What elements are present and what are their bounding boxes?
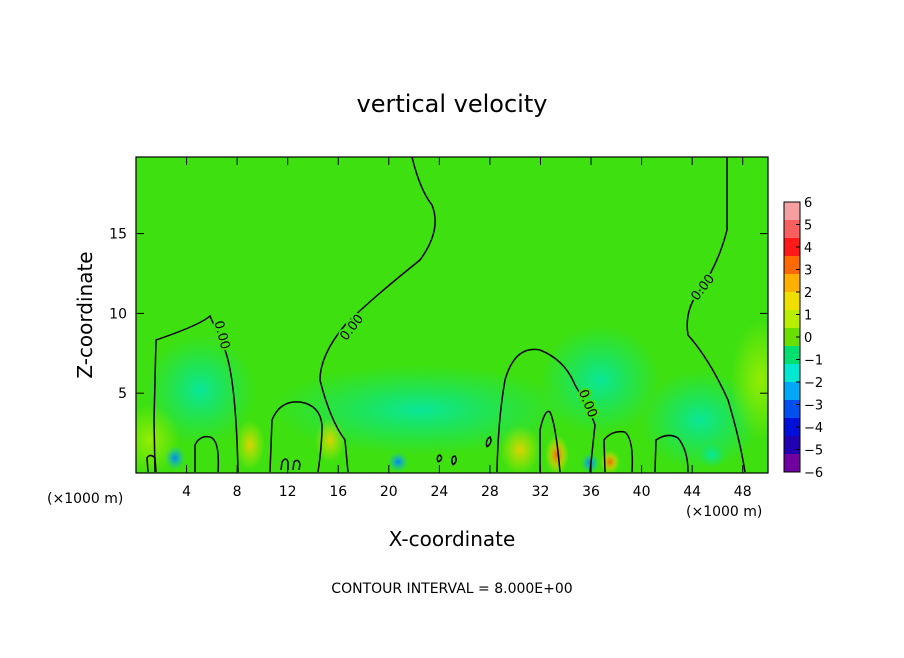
x-tick-label: 28 bbox=[481, 484, 499, 500]
x-tick-label: 44 bbox=[683, 484, 701, 500]
x-axis: 4 8 12 16 20 24 28 32 36 40 44 48 bbox=[182, 157, 752, 500]
colorbar-swatch bbox=[784, 436, 800, 455]
colorbar: 6 5 4 3 2 1 0 −1 −2 −3 −4 −5 −6 bbox=[783, 196, 823, 481]
colorbar-tick-label: −5 bbox=[804, 444, 823, 459]
colorbar-tick-label: −6 bbox=[804, 466, 823, 481]
colorbar-swatch bbox=[784, 220, 800, 239]
colorbar-swatch bbox=[784, 256, 800, 275]
y-tick-label: 5 bbox=[118, 386, 127, 402]
colorbar-swatch bbox=[784, 364, 800, 383]
colorbar-swatch bbox=[784, 292, 800, 311]
colorbar-swatch bbox=[784, 310, 800, 329]
colorbar-swatch bbox=[784, 400, 800, 419]
x-tick-label: 40 bbox=[633, 484, 651, 500]
colorbar-swatch bbox=[784, 238, 800, 257]
colorbar-tick-label: 4 bbox=[804, 241, 812, 256]
x-tick-label: 8 bbox=[233, 484, 242, 500]
colorbar-tick-label: 3 bbox=[804, 264, 812, 279]
chart-title: vertical velocity bbox=[357, 90, 548, 118]
x-tick-label: 48 bbox=[734, 484, 752, 500]
x-tick-label: 32 bbox=[532, 484, 550, 500]
x-tick-label: 12 bbox=[279, 484, 297, 500]
colorbar-tick-label: 2 bbox=[804, 286, 812, 301]
colorbar-tick-label: 0 bbox=[804, 331, 812, 346]
x-tick-label: 24 bbox=[430, 484, 448, 500]
colorbar-tick-label: 6 bbox=[804, 196, 812, 211]
x-tick-label: 20 bbox=[380, 484, 398, 500]
colorbar-tick-label: −4 bbox=[804, 421, 823, 436]
y-tick-label: 10 bbox=[109, 306, 127, 322]
y-axis-label: Z-coordinate bbox=[73, 251, 97, 378]
y-tick-label: 15 bbox=[109, 227, 127, 243]
colorbar-swatch bbox=[784, 418, 800, 437]
colorbar-swatch bbox=[784, 454, 800, 473]
x-unit-right: (×1000 m) bbox=[686, 504, 762, 520]
colorbar-tick-label: −3 bbox=[804, 399, 823, 414]
plot-frame bbox=[135, 156, 769, 474]
colorbar-tick-label: −1 bbox=[804, 354, 823, 369]
contour-interval: CONTOUR INTERVAL = 8.000E+00 bbox=[331, 581, 572, 597]
colorbar-tick-label: 1 bbox=[804, 309, 812, 324]
colorbar-tick-label: −2 bbox=[804, 376, 823, 391]
y-axis: 5 10 15 bbox=[109, 227, 768, 402]
colorbar-tick-label: 5 bbox=[804, 219, 812, 234]
x-axis-label: X-coordinate bbox=[389, 527, 516, 551]
x-tick-label: 16 bbox=[329, 484, 347, 500]
zero-contours bbox=[146, 157, 746, 473]
x-tick-label: 4 bbox=[182, 484, 191, 500]
x-tick-label: 36 bbox=[582, 484, 600, 500]
x-unit-left: (×1000 m) bbox=[47, 491, 123, 507]
colorbar-swatch bbox=[784, 328, 800, 347]
colorbar-swatch bbox=[784, 346, 800, 365]
colorbar-swatch bbox=[784, 202, 800, 221]
colorbar-swatch bbox=[784, 382, 800, 401]
colorbar-swatch bbox=[784, 274, 800, 293]
